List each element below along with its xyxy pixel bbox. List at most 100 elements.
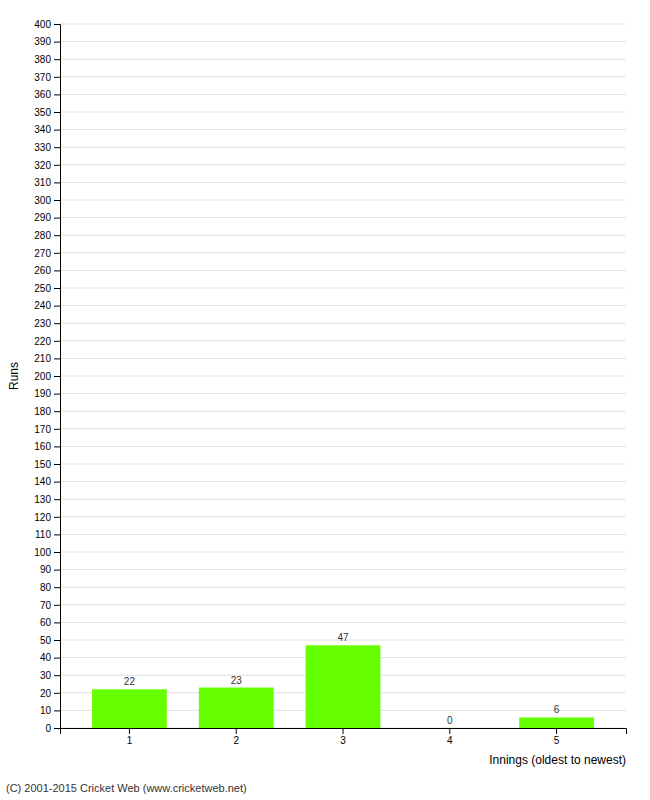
tick-label: 160 [34,441,51,452]
grid-line [60,534,626,535]
tick-label: 80 [40,582,52,593]
tick-label: 270 [34,248,51,259]
grid-line [60,129,626,130]
tick-label: 2 [233,735,239,746]
tick-mark [54,77,60,78]
grid-line [60,182,626,183]
tick-label: 0 [45,723,51,734]
data-label: 6 [554,704,560,715]
x-axis-label: Innings (oldest to newest) [489,753,626,767]
grid-line [60,112,626,113]
tick-label: 10 [40,705,52,716]
tick-mark [54,130,60,131]
tick: 30 [40,670,60,681]
tick-mark [54,570,60,571]
tick-mark [54,622,60,623]
tick: 180 [34,406,60,417]
tick-mark [54,675,60,676]
tick: 300 [34,195,60,206]
grid-line [60,516,626,517]
grid-line [60,411,626,412]
tick-mark [54,306,60,307]
tick: 0 [45,723,60,734]
tick-mark [54,376,60,377]
tick-label: 220 [34,336,51,347]
tick-label: 30 [40,670,52,681]
tick-mark [54,464,60,465]
tick-label: 240 [34,300,51,311]
tick: 90 [40,564,60,575]
tick-mark [54,288,60,289]
tick-label: 370 [34,72,51,83]
grid-line [60,481,626,482]
tick: 20 [40,688,60,699]
tick-mark [54,728,60,729]
tick: 230 [34,318,60,329]
tick-label: 1 [127,735,133,746]
tick-mark [54,640,60,641]
tick-mark [54,165,60,166]
tick-mark [54,112,60,113]
tick: 150 [34,459,60,470]
tick: 390 [34,36,60,47]
tick: 110 [35,529,60,540]
tick-label: 180 [34,406,51,417]
tick-label: 120 [34,512,51,523]
tick-mark [54,658,60,659]
tick: 4 [447,728,453,746]
tick: 160 [34,441,60,452]
grid-line [60,323,626,324]
axis-line [54,25,61,729]
tick-label: 140 [34,476,51,487]
grid-line [60,76,626,77]
data-label: 47 [337,632,349,643]
tick-label: 330 [34,142,51,153]
tick: 40 [40,652,60,663]
grid-line [60,604,626,605]
tick-label: 290 [34,212,51,223]
tick-mark [54,182,60,183]
tick-mark [54,59,60,60]
tick: 360 [34,89,60,100]
tick: 80 [40,582,60,593]
tick-label: 130 [34,494,51,505]
tick: 130 [34,494,60,505]
tick: 330 [34,142,60,153]
tick-mark [54,587,60,588]
tick: 290 [34,212,60,223]
tick: 240 [34,300,60,311]
tick: 350 [34,107,60,118]
tick-label: 390 [34,36,51,47]
tick-mark [54,270,60,271]
y-axis-label: Runs [7,362,21,390]
data-label: 23 [231,675,243,686]
tick-mark [54,358,60,359]
tick-label: 90 [40,564,52,575]
tick-mark [54,710,60,711]
tick-label: 5 [554,735,560,746]
tick-mark [54,411,60,412]
tick-label: 100 [34,547,51,558]
tick: 70 [40,600,60,611]
tick-mark [54,341,60,342]
tick-mark [129,728,130,734]
grid-line [60,200,626,201]
tick: 50 [40,635,60,646]
grid-line [60,393,626,394]
bar [412,728,487,729]
tick-label: 350 [34,107,51,118]
tick-mark [556,728,557,734]
tick-mark [236,728,237,734]
tick-mark [54,482,60,483]
tick: 220 [34,336,60,347]
tick-mark [54,394,60,395]
grid-line [60,270,626,271]
tick-mark [54,552,60,553]
y-axis: 0102030405060708090100110120130140150160… [34,19,60,734]
tick-mark [54,42,60,43]
tick: 380 [34,54,60,65]
grid-line [60,622,626,623]
grid-line [60,499,626,500]
tick: 250 [34,283,60,294]
grid-line [60,217,626,218]
